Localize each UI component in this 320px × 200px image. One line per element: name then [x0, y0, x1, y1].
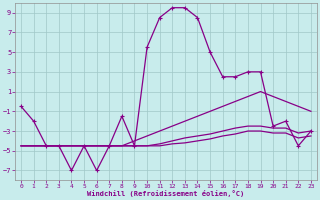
X-axis label: Windchill (Refroidissement éolien,°C): Windchill (Refroidissement éolien,°C) [87, 190, 244, 197]
